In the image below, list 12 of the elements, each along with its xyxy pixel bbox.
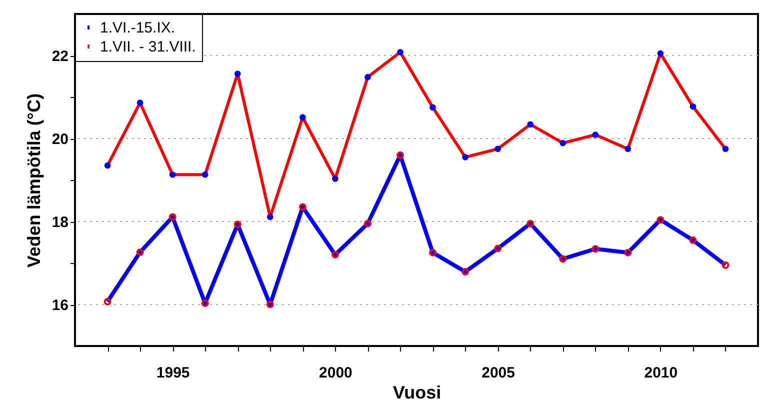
y-tick-label: 16 xyxy=(52,297,68,314)
x-tick-label: 2000 xyxy=(319,364,352,382)
x-tick-label: 2010 xyxy=(644,364,678,382)
x-axis-title: Vuosi xyxy=(392,382,442,402)
y-tick-label: 20 xyxy=(52,131,68,148)
y-axis-title: Veden lämpötila (°C) xyxy=(24,93,44,268)
x-tick-label: 1995 xyxy=(156,364,190,382)
y-tick-label: 22 xyxy=(52,48,68,65)
x-tick-label: 2005 xyxy=(482,364,515,382)
y-tick-label: 18 xyxy=(52,214,68,231)
legend-label: 1.VI.-15.IX. xyxy=(100,20,176,36)
legend-label: 1.VII. - 31.VIII. xyxy=(100,38,196,56)
